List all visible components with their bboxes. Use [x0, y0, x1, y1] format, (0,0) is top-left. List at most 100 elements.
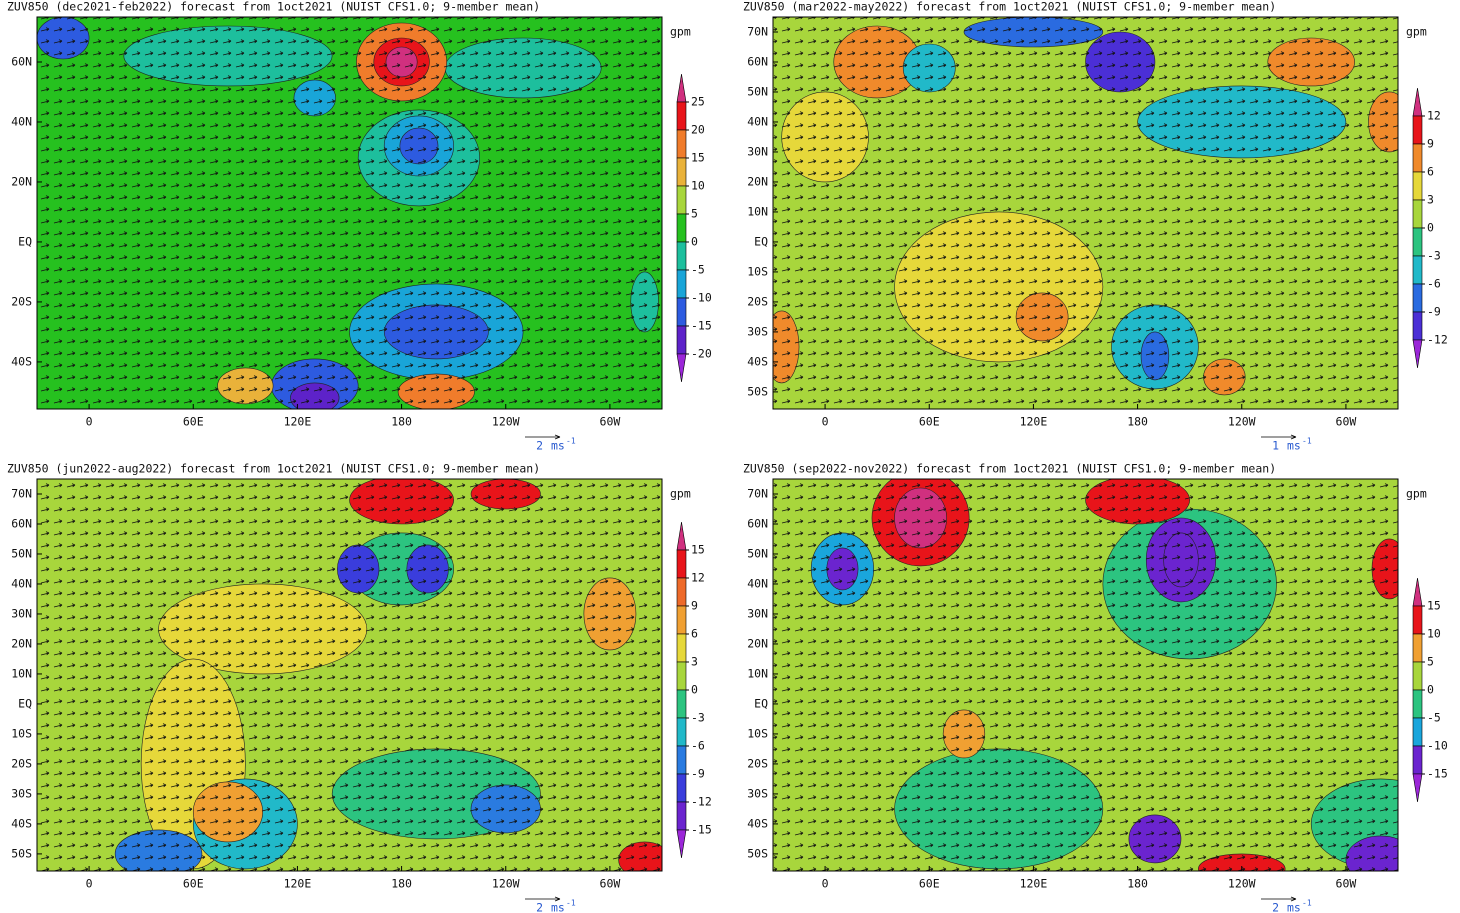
colorbar-label: -15: [691, 319, 712, 333]
reference-arrow: [1261, 896, 1297, 902]
colorbar-label: -6: [1427, 277, 1441, 291]
y-tick-label: 20N: [11, 174, 32, 188]
colorbar-label: 3: [691, 655, 698, 669]
x-tick-label: 180: [391, 877, 412, 891]
colorbar-label: -10: [1427, 739, 1448, 753]
map-area: [37, 17, 662, 409]
map-area: [773, 17, 1398, 409]
colorbar-label: 0: [691, 683, 698, 697]
colorbar-box: [676, 605, 687, 635]
vector-unit: ms: [551, 901, 565, 913]
colorbar-label: -9: [691, 767, 705, 781]
map-frame: [772, 478, 1399, 872]
x-tick-label: 60E: [183, 415, 204, 429]
y-tick-label: 30N: [747, 606, 768, 620]
colorbar-label: 20: [691, 123, 705, 137]
y-tick-label: 50S: [747, 846, 768, 860]
colorbar-label: 0: [1427, 683, 1434, 697]
x-tick-label: 60W: [600, 415, 621, 429]
colorbar-label: -5: [1427, 711, 1441, 725]
colorbar-label: 0: [691, 235, 698, 249]
colorbar-label: 12: [691, 571, 705, 585]
colorbar-box: [1412, 171, 1423, 201]
x-tick-label: 180: [1127, 415, 1148, 429]
y-tick-label: 20S: [11, 756, 32, 770]
reference-arrow: [525, 896, 561, 902]
y-tick-label: 40S: [747, 354, 768, 368]
colorbar-box: [676, 577, 687, 607]
y-tick-label: 20S: [747, 294, 768, 308]
colorbar: 25 20 15 10 5 0 -5 -10 -15 -20: [676, 73, 712, 383]
y-tick-label: 40N: [747, 114, 768, 128]
y-tick-label: EQ: [18, 234, 32, 248]
y-tick-label: 50S: [747, 384, 768, 398]
colorbar-label: 15: [1427, 599, 1441, 613]
x-tick-label: 60W: [1336, 877, 1357, 891]
y-tick-label: 30N: [747, 144, 768, 158]
y-tick-label: EQ: [754, 234, 768, 248]
map-frame: [36, 16, 663, 410]
y-tick-label: 20S: [11, 294, 32, 308]
vector-unit: ms: [1287, 439, 1301, 453]
x-tick-label: 0: [86, 877, 93, 891]
colorbar-box: [676, 773, 687, 803]
colorbar-box: [1412, 605, 1423, 635]
panel-title: ZUV850 (mar2022-may2022) forecast from 1…: [743, 0, 1276, 14]
vector-unit-exponent: -1: [566, 437, 576, 446]
colorbar-box: [676, 185, 687, 215]
colorbar-cap: [1412, 577, 1423, 607]
colorbar-label: -10: [691, 291, 712, 305]
y-tick-label: 40S: [747, 816, 768, 830]
panel-title: ZUV850 (sep2022-nov2022) forecast from 1…: [743, 462, 1276, 476]
y-tick-label: 60N: [11, 54, 32, 68]
colorbar-label: 15: [691, 543, 705, 557]
y-tick-label: 60N: [747, 516, 768, 530]
y-tick-label: EQ: [18, 696, 32, 710]
colorbar-box: [1412, 283, 1423, 313]
y-tick-label: 50N: [747, 84, 768, 98]
colorbar-cap: [676, 73, 687, 103]
unit-label: gpm: [1406, 487, 1427, 501]
y-tick-label: 70N: [747, 24, 768, 38]
y-tick-label: 20N: [11, 636, 32, 650]
colorbar-cap: [1412, 87, 1423, 117]
y-tick-label: 20N: [747, 636, 768, 650]
vector-unit: ms: [1287, 901, 1301, 913]
y-tick-label: 20S: [747, 756, 768, 770]
colorbar-label: -5: [691, 263, 705, 277]
x-tick-label: 0: [86, 415, 93, 429]
vector-scale: 2: [536, 901, 543, 913]
map-area: [37, 479, 662, 871]
y-tick-label: 60N: [11, 516, 32, 530]
x-tick-label: 60W: [600, 877, 621, 891]
colorbar-box: [1412, 143, 1423, 173]
vector-unit-exponent: -1: [566, 899, 576, 908]
y-tick-label: 40S: [11, 816, 32, 830]
colorbar-box: [1412, 199, 1423, 229]
colorbar: 15 10 5 0 -5 -10 -15: [1412, 577, 1448, 803]
x-tick-label: 60E: [183, 877, 204, 891]
x-tick-label: 0: [822, 877, 829, 891]
colorbar-cap: [676, 353, 687, 383]
vector-unit-exponent: -1: [1302, 437, 1312, 446]
colorbar-box: [676, 157, 687, 187]
colorbar-box: [676, 717, 687, 747]
reference-arrow: [1261, 434, 1297, 440]
y-tick-label: 10N: [11, 666, 32, 680]
y-tick-label: 20N: [747, 174, 768, 188]
colorbar-box: [1412, 745, 1423, 775]
vector-scale: 2: [536, 439, 543, 453]
map-frame: [772, 16, 1399, 410]
x-tick-label: 180: [391, 415, 412, 429]
colorbar-label: 5: [1427, 655, 1434, 669]
colorbar-box: [1412, 661, 1423, 691]
x-tick-label: 60E: [919, 877, 940, 891]
colorbar-label: 15: [691, 151, 705, 165]
colorbar-label: -15: [691, 823, 712, 837]
x-tick-label: 120E: [284, 415, 312, 429]
colorbar-box: [1412, 633, 1423, 663]
y-tick-label: 60N: [747, 54, 768, 68]
y-tick-label: 50N: [747, 546, 768, 560]
y-tick-label: 40S: [11, 354, 32, 368]
